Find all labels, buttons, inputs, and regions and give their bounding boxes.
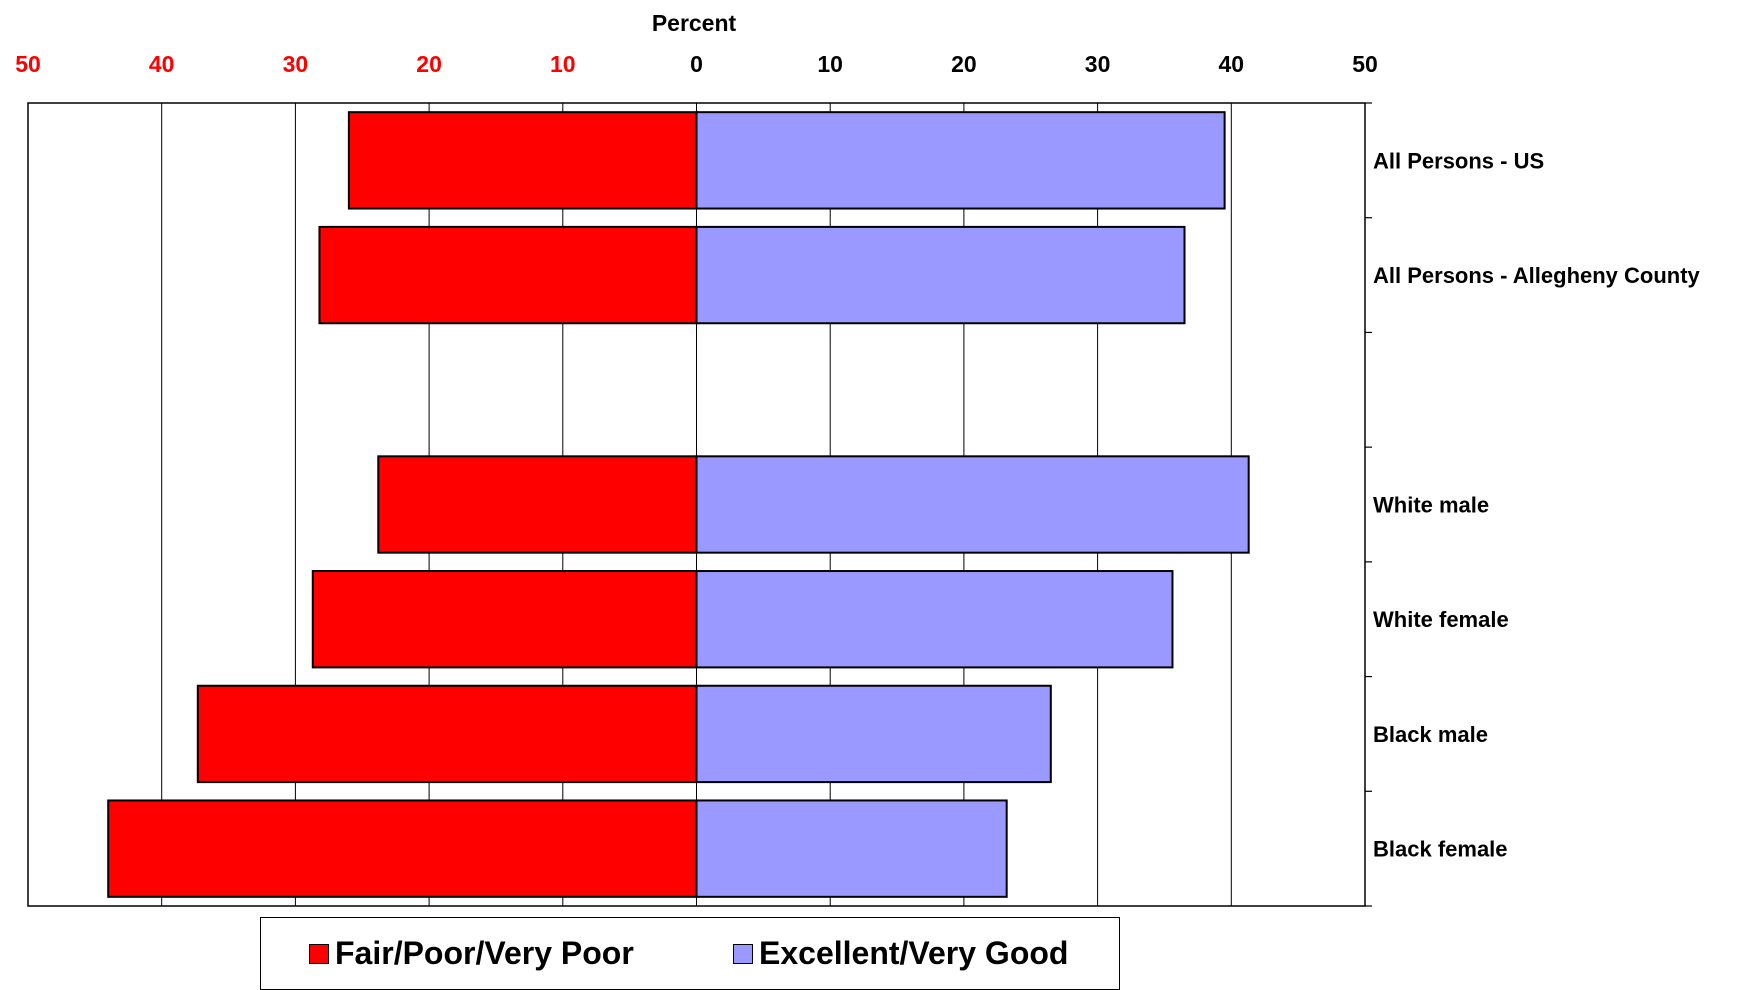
category-label: White male bbox=[1373, 493, 1489, 518]
legend-item-excellent: Excellent/Very Good bbox=[733, 918, 1068, 989]
bar-excellent bbox=[695, 570, 1174, 669]
category-label: All Persons - US bbox=[1373, 148, 1544, 173]
x-tick-label: 20 bbox=[416, 51, 442, 77]
legend-label-excellent: Excellent/Very Good bbox=[759, 935, 1069, 971]
legend-swatch-excellent bbox=[733, 943, 753, 964]
category-label: Black female bbox=[1373, 837, 1508, 862]
bars bbox=[107, 111, 1250, 898]
x-axis-title: Percent bbox=[652, 10, 737, 36]
bar-fair-poor bbox=[347, 111, 698, 210]
x-tick-labels: 50 40 30 20 10 0 10 20 30 40 50 bbox=[15, 51, 1378, 77]
bar-fair-poor bbox=[318, 225, 698, 325]
legend-swatch-fair-poor bbox=[309, 943, 329, 964]
bar-excellent bbox=[695, 455, 1250, 554]
category-label: White female bbox=[1373, 607, 1509, 632]
bar-fair-poor bbox=[107, 799, 698, 898]
bar-excellent bbox=[695, 111, 1226, 210]
category-label: Black male bbox=[1373, 722, 1488, 747]
bar-fair-poor bbox=[311, 570, 698, 669]
x-tick-label: 40 bbox=[149, 51, 175, 77]
bar-fair-poor bbox=[196, 684, 698, 784]
x-tick-label: 50 bbox=[1352, 51, 1378, 77]
bar-excellent bbox=[695, 684, 1052, 784]
category-labels: All Persons - US All Persons - Allegheny … bbox=[1373, 148, 1701, 861]
x-tick-label: 40 bbox=[1219, 51, 1245, 77]
x-tick-label: 0 bbox=[690, 51, 703, 77]
bar-excellent bbox=[695, 799, 1008, 898]
bar-excellent bbox=[695, 225, 1186, 325]
x-tick-label: 10 bbox=[817, 51, 843, 77]
legend: Fair/Poor/Very Poor Excellent/Very Good bbox=[260, 917, 1120, 990]
plot-frame bbox=[27, 102, 1366, 907]
x-tick-label: 30 bbox=[1085, 51, 1111, 77]
legend-label-fair-poor: Fair/Poor/Very Poor bbox=[335, 935, 634, 971]
category-label: All Persons - Allegheny County bbox=[1373, 263, 1701, 288]
x-tick-label: 20 bbox=[951, 51, 977, 77]
x-tick-label: 50 bbox=[15, 51, 41, 77]
legend-item-fair-poor: Fair/Poor/Very Poor bbox=[309, 918, 634, 989]
x-tick-label: 10 bbox=[550, 51, 576, 77]
bar-fair-poor bbox=[377, 455, 698, 554]
x-tick-label: 30 bbox=[283, 51, 309, 77]
